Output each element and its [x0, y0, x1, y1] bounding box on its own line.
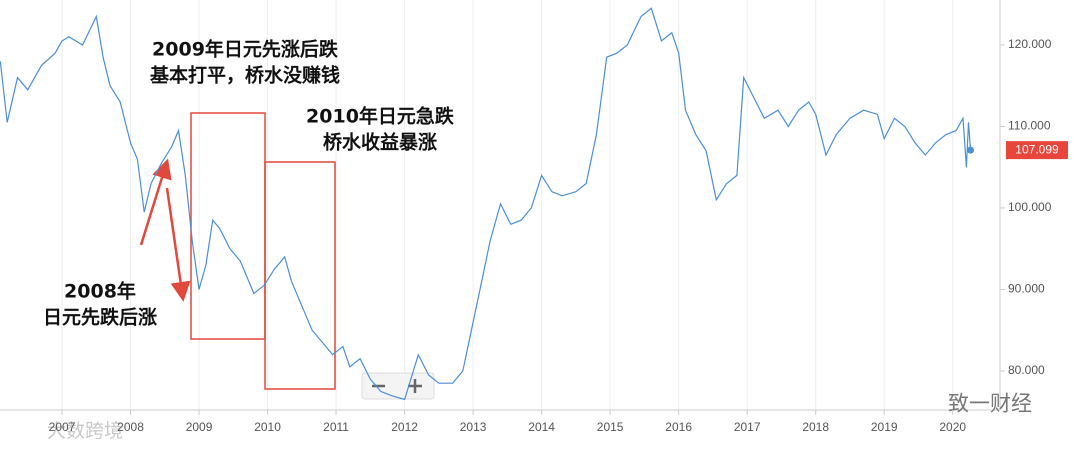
arrow [165, 187, 191, 302]
annotation: 桥水收益暴涨 [323, 131, 437, 154]
x-tick-label: 2014 [528, 420, 555, 434]
y-tick-label: 110.000 [1008, 119, 1051, 133]
price-line [0, 7, 972, 401]
x-tick-label: 2013 [460, 420, 487, 434]
x-tick-label: 2012 [391, 420, 418, 434]
last-value-box [1006, 141, 1068, 160]
x-tick-label: 2010 [254, 420, 281, 434]
x-tick-label: 2015 [597, 420, 624, 434]
y-tick-label: 80.000 [1008, 363, 1045, 377]
y-tick-label: 90.000 [1008, 282, 1045, 296]
annotation: 基本打平，桥水没赚钱 [149, 64, 340, 87]
annotation: 2010年日元急跌 [306, 105, 455, 128]
x-tick-label: 2007 [49, 420, 76, 434]
x-tick-label: 2019 [871, 420, 898, 434]
zoom-control[interactable] [361, 372, 435, 400]
y-tick-label: 100.000 [1008, 200, 1052, 214]
watermark: 致一财经 [948, 393, 1032, 416]
x-tick-label: 2008 [117, 420, 144, 434]
highlight-box [264, 161, 336, 390]
annotation: 2009年日元先涨后跌 [152, 38, 339, 61]
annotation: 日元先跌后涨 [43, 306, 157, 329]
x-tick-label: 2011 [323, 420, 349, 434]
x-tick-label: 2017 [734, 420, 761, 434]
annotation: 2008年 [64, 280, 136, 303]
x-tick-label: 2020 [939, 420, 966, 434]
arrow [139, 158, 172, 246]
watermark: 大数跨境 [47, 420, 123, 442]
x-tick-label: 2009 [186, 420, 213, 434]
y-tick-label: 120.000 [1008, 37, 1052, 51]
x-tick-label: 2018 [802, 420, 829, 434]
last-value-label: 107.099 [1015, 142, 1059, 156]
x-tick-label: 2016 [665, 420, 692, 434]
last-point [967, 146, 975, 154]
